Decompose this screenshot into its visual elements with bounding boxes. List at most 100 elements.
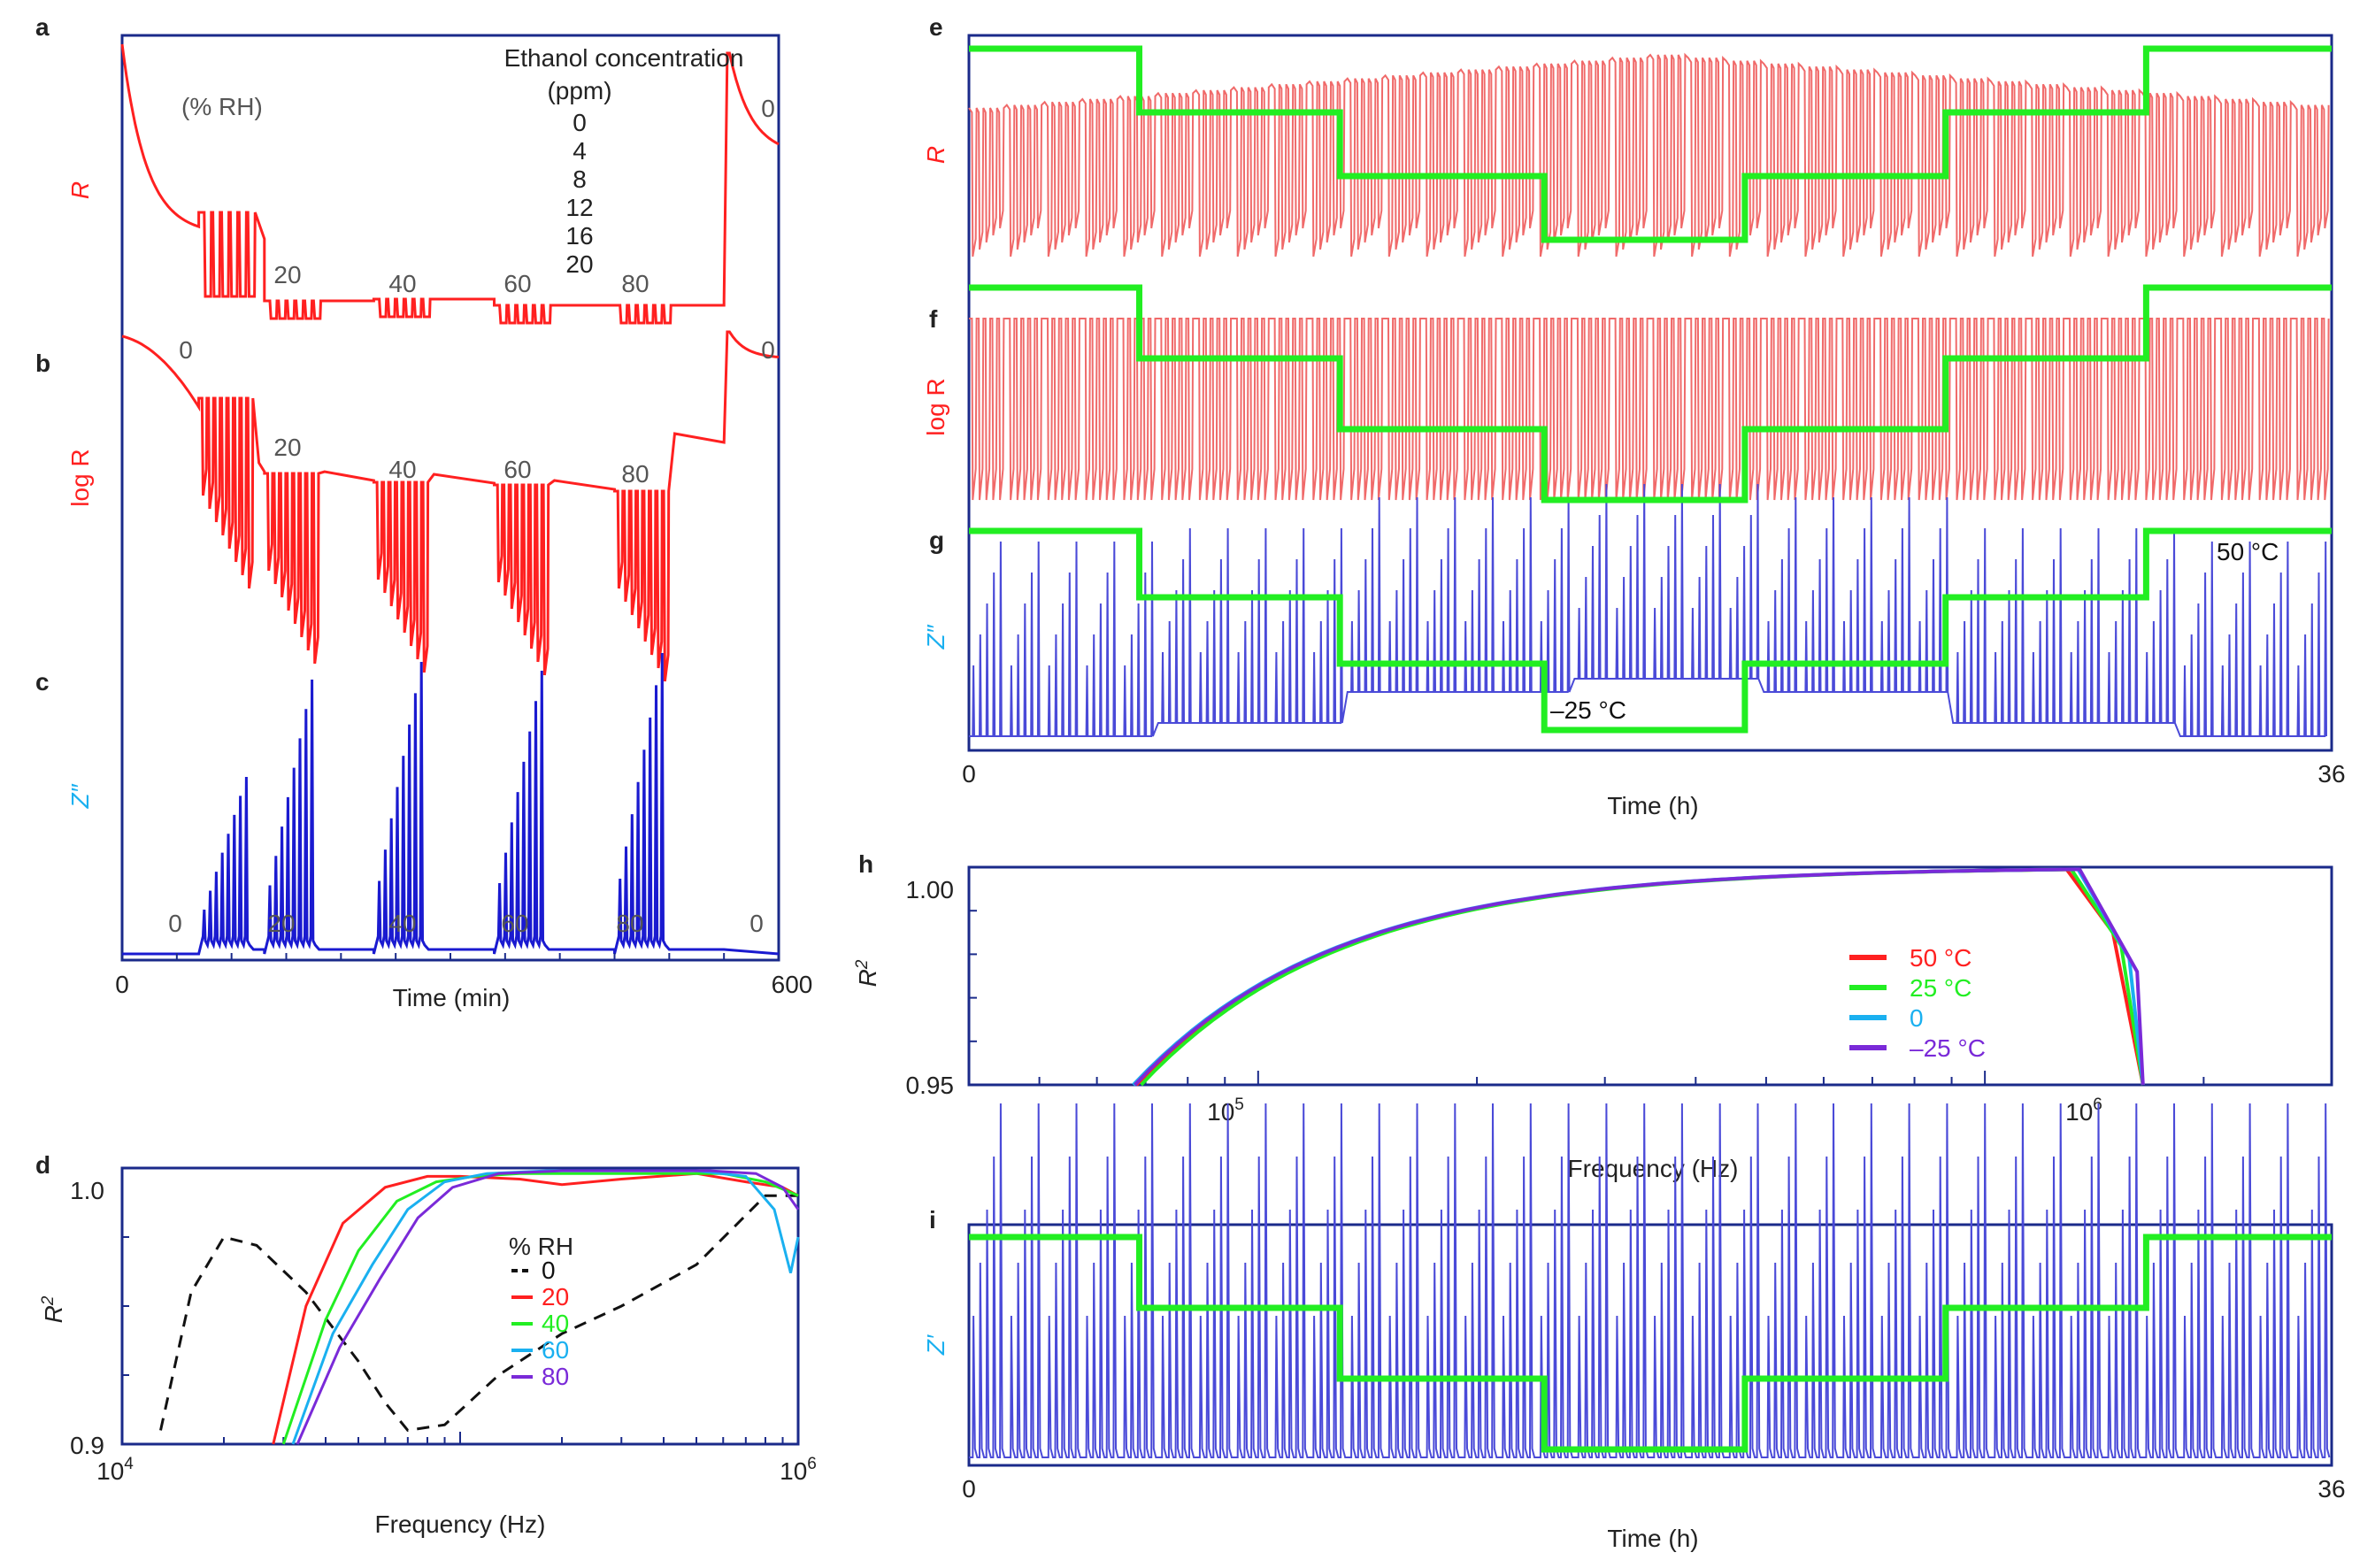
xlabel-d: Frequency (Hz) [375, 1510, 546, 1538]
series-d-rh-20 [272, 1172, 799, 1445]
rh-label-b-60: 60 [503, 456, 531, 483]
panel-letter-f: f [929, 305, 938, 333]
rh-label-b-0-end: 0 [761, 336, 775, 364]
rh-label-c-60: 60 [501, 910, 528, 937]
series-d-rh-0 [159, 1194, 798, 1433]
trace-c-Zpp [122, 652, 780, 956]
series-d-rh-80 [296, 1169, 800, 1445]
legend-h-label-2: 0 [1910, 1004, 1924, 1032]
rh-label-a-80: 80 [621, 270, 649, 297]
trace-f-logR [969, 318, 2330, 501]
rh-label-c-0: 0 [168, 910, 182, 937]
panel-letter-i: i [929, 1206, 936, 1234]
panel-letter-d: d [35, 1151, 50, 1179]
rh-label-b-40: 40 [388, 456, 416, 483]
series-h-3 [1134, 867, 2145, 1087]
ylabel-h: R2 [853, 959, 881, 987]
rh-label-a-40: 40 [388, 270, 416, 297]
panel-letters: a b c d e f g h i [35, 13, 944, 1234]
legend-h-label-1: 25 °C [1910, 974, 1971, 1002]
x-tick-h-1e5: 105 [1207, 1095, 1244, 1126]
temperature-trace-f [969, 284, 2332, 503]
trace-g-Zpp [969, 483, 2327, 737]
x-tick-d-1e4: 104 [96, 1455, 134, 1485]
temperature-trace-g [969, 527, 2332, 734]
panel-efg-frame [967, 34, 2333, 752]
legend-h-label-0: 50 °C [1910, 944, 1971, 972]
ethanol-ppm-16: 16 [565, 222, 593, 250]
ylabel-g: Z″ [922, 624, 949, 649]
ethanol-legend-title: Ethanol concentration [504, 44, 744, 72]
rh-label-c-0-end: 0 [749, 910, 764, 937]
trace-e-R [968, 52, 2330, 257]
rh-label-a-60: 60 [503, 270, 531, 297]
rh-label-a-20: 20 [273, 261, 301, 288]
x-tick-i-36: 36 [2317, 1475, 2345, 1503]
ylabel-i: Z′ [922, 1334, 949, 1356]
ylabel-e: R [922, 146, 949, 164]
ethanol-ppm-12: 12 [565, 194, 593, 221]
trace-a-R [120, 43, 780, 325]
xlabel-abc: Time (min) [393, 984, 511, 1011]
y-tick-h-0: 0.95 [906, 1072, 955, 1099]
panel-efg: R log R Z″ 50 °C –25 °C 0 36 Time (h) [922, 34, 2346, 819]
panel-letter-g: g [929, 527, 944, 554]
legend-d-label-20: 20 [542, 1283, 569, 1311]
ylabel-f: log R [922, 378, 949, 435]
rh-units-label: (% RH) [181, 93, 263, 120]
ethanol-legend: Ethanol concentration (ppm) 0 4 8 12 16 … [504, 44, 744, 278]
rh-label-c-40: 40 [388, 910, 416, 937]
xlabel-i: Time (h) [1607, 1525, 1698, 1552]
panel-letter-c: c [35, 668, 50, 696]
ethanol-ppm-4: 4 [573, 137, 587, 165]
x-tick-abc-0: 0 [115, 971, 129, 998]
series-h-1 [1140, 867, 2145, 1087]
temperature-trace-i [969, 1234, 2332, 1453]
legend-d-label-80: 80 [542, 1363, 569, 1390]
panel-letter-h: h [858, 850, 873, 878]
x-tick-efg-0: 0 [962, 760, 976, 788]
temperature-trace-e [969, 45, 2332, 243]
x-tick-abc-600: 600 [772, 971, 813, 998]
panel-h-frame [967, 865, 2333, 1087]
legend-d-label-40: 40 [542, 1310, 569, 1337]
xlabel-h: Frequency (Hz) [1568, 1155, 1739, 1182]
panel-letter-e: e [929, 13, 943, 41]
x-tick-h-1e6: 106 [2065, 1095, 2102, 1126]
series-h-0 [1134, 867, 2145, 1087]
rh-label-b-0: 0 [179, 336, 193, 364]
rh-label-a-0-end: 0 [761, 95, 775, 122]
rh-level-labels: 20 40 60 80 0 0 20 40 60 80 0 0 20 40 60… [168, 95, 775, 937]
label-50C: 50 °C [2217, 538, 2279, 565]
panel-abc: R log R Z″ (% RH) Ethanol concentration … [66, 34, 813, 1011]
x-tick-d-1e6: 106 [780, 1455, 817, 1485]
trace-i-Zp [969, 1103, 2331, 1458]
legend-h-label-3: –25 °C [1910, 1034, 1986, 1062]
ethanol-legend-units: (ppm) [547, 77, 611, 104]
ylabel-a: R [66, 181, 94, 199]
ylabel-d: R2 [39, 1295, 67, 1323]
panel-i: Z′ 0 36 Time (h) [922, 1103, 2346, 1552]
rh-label-c-80: 80 [616, 910, 643, 937]
panel-d-frame [120, 1166, 800, 1446]
panel-h: 1.00 0.95 R2 105 106 Frequency (Hz) 50 °… [853, 865, 2333, 1182]
legend-d-label-0: 0 [542, 1257, 556, 1284]
rh-label-b-80: 80 [621, 460, 649, 488]
x-tick-i-0: 0 [962, 1475, 976, 1503]
rh-label-b-20: 20 [273, 434, 301, 461]
ethanol-ppm-8: 8 [573, 165, 587, 193]
panel-i-frame [967, 1223, 2333, 1467]
panel-letter-a: a [35, 13, 50, 41]
legend-d-title: % RH [509, 1233, 573, 1260]
ylabel-b: log R [66, 449, 94, 506]
xlabel-efg: Time (h) [1607, 792, 1698, 819]
y-tick-h-1: 1.00 [906, 876, 955, 903]
x-tick-efg-36: 36 [2317, 760, 2345, 788]
trace-b-logR [121, 330, 780, 682]
rh-label-c-20: 20 [267, 910, 295, 937]
label-minus25C: –25 °C [1550, 696, 1626, 724]
ethanol-ppm-20: 20 [565, 250, 593, 278]
panel-d: 1.0 0.9 R2 104 106 Frequency (Hz) % RH 0… [39, 1166, 817, 1538]
panel-letter-b: b [35, 350, 50, 377]
